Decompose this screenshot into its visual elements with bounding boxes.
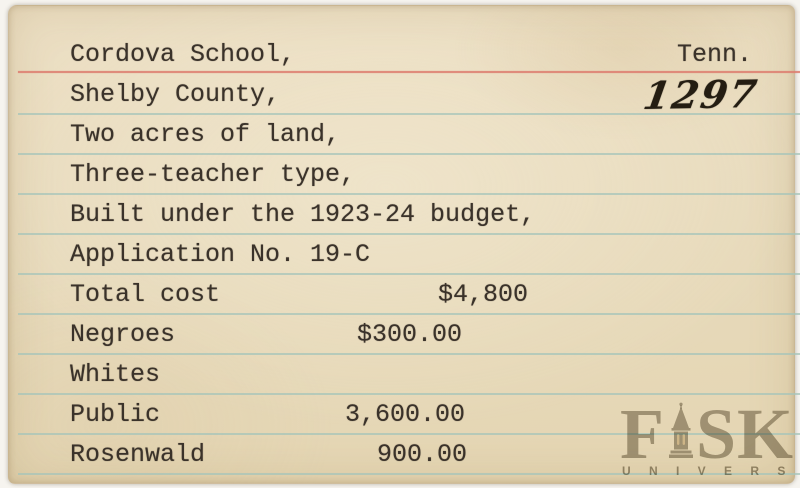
blue-rule-line (18, 153, 800, 155)
card-row: Whites (0, 361, 800, 388)
blue-rule-line (18, 393, 800, 395)
row-label: Total cost (70, 280, 221, 309)
row-label: Shelby County, (70, 80, 281, 109)
card-row: Cordova School, Tenn. (0, 41, 800, 68)
card-row: Two acres of land, (0, 121, 800, 148)
blue-rule-line (18, 353, 800, 355)
watermark-letter-f: F (620, 394, 665, 474)
card-row: Total cost $4,800 (0, 281, 800, 308)
fisk-watermark: F SK (620, 398, 800, 470)
blue-rule-line (18, 313, 800, 315)
jubilee-tower-icon (668, 402, 693, 458)
row-label: Two acres of land, (70, 120, 341, 149)
blue-rule-line (18, 233, 800, 235)
card-row: Negroes $300.00 (0, 321, 800, 348)
card-row: Three-teacher type, (0, 161, 800, 188)
state-label: Tenn. (677, 40, 753, 69)
card-row: Application No. 19-C (0, 241, 800, 268)
row-label: Application No. 19-C (70, 240, 371, 269)
row-label: Cordova School, (70, 40, 296, 69)
watermark-letter-s: S (695, 394, 738, 474)
watermark-university-label: U N I V E R S I T Y (622, 464, 800, 478)
card-row: Rosenwald 900.00 (0, 441, 800, 468)
card-row: Built under the 1923-24 budget, (0, 201, 800, 228)
handwritten-card-number: 1297 (640, 71, 762, 118)
row-label: Public (70, 400, 161, 429)
card-row: Shelby County, (0, 81, 800, 108)
row-label: Built under the 1923-24 budget, (70, 200, 536, 229)
row-value: 900.00 (377, 440, 468, 469)
blue-rule-line (18, 193, 800, 195)
row-label: Negroes (70, 320, 176, 349)
row-value: 3,600.00 (345, 400, 466, 429)
row-value: $300.00 (357, 320, 463, 349)
row-label: Rosenwald (70, 440, 206, 469)
row-value: $4,800 (438, 280, 529, 309)
blue-rule-line (18, 273, 800, 275)
watermark-letter-k: K (737, 394, 795, 474)
row-label: Three-teacher type, (70, 160, 356, 189)
card-row: Public 3,600.00 (0, 401, 800, 428)
row-label: Whites (70, 360, 161, 389)
